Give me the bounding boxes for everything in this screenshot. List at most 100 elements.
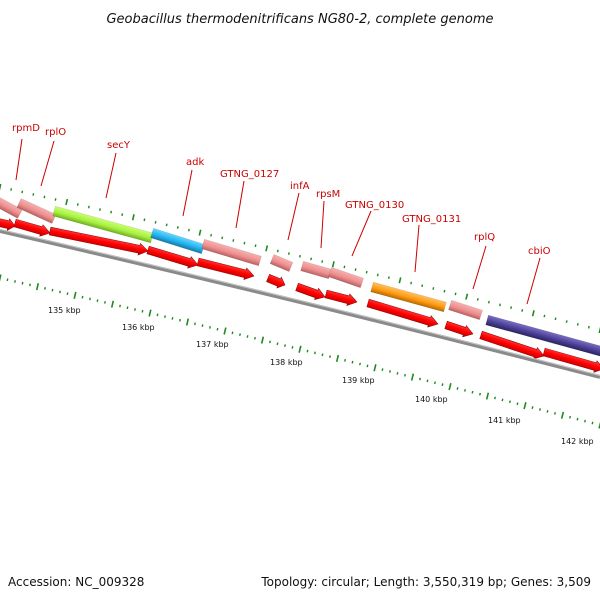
kbp-label-137: 137 kbp [196,340,229,349]
tick-mark [591,421,594,425]
tick-mark [499,303,501,307]
tick-mark [479,392,481,396]
tick-mark [306,349,309,353]
tick-mark [104,301,106,304]
kbp-label-138: 138 kbp [270,358,303,367]
gene-bar-infA [269,254,294,272]
tick-mark [143,218,146,222]
tick-mark [434,381,436,385]
kbp-label-142: 142 kbp [561,437,594,446]
tick-mark [576,322,579,326]
cds-arrow [324,289,358,306]
tick-mark [254,244,257,248]
tick-mark [443,289,446,293]
cds-arrow [196,257,255,281]
tick-mark [487,300,490,304]
tick-mark [539,408,541,411]
cds-arrow [146,245,199,269]
topology-text: Topology: circular; Length: 3,550,319 bp… [260,575,591,589]
tick-mark [432,287,435,290]
tick-mark [465,293,469,300]
gene-bar-GTNG_0130 [328,266,364,289]
outer-tick-track [0,183,600,334]
tick-mark [254,336,256,340]
tick-mark [87,205,90,209]
label-leader-line [526,257,541,305]
tick-mark [543,314,546,318]
label-leader-line [287,192,300,241]
label-leader-lines [15,138,541,305]
tick-mark [410,281,413,285]
tick-mark [194,322,196,326]
tick-mark [554,317,557,321]
tick-mark [239,333,241,337]
gene-label-secY: secY [107,140,131,151]
gene-label-GTNG_0131: GTNG_0131 [402,214,461,225]
label-leader-line [235,180,245,229]
tick-mark [54,198,57,201]
tick-mark [454,292,457,296]
gene-label-rplO: rplO [45,127,66,138]
tick-mark [223,327,227,335]
tick-mark [134,308,136,311]
cds-arrow [0,217,16,231]
tick-mark [464,388,466,392]
tick-mark [65,198,69,206]
tick-mark [299,254,301,258]
tick-mark [35,283,40,291]
tick-mark [119,304,121,308]
tick-mark [344,358,346,362]
tick-mark [366,364,369,368]
gene-bar-rpmD [0,196,23,219]
cds-arrow [479,330,545,360]
gene-label-rpmD: rpmD [12,123,40,134]
label-leader-line [414,224,420,273]
tick-mark [43,195,46,199]
kbp-label-135: 135 kbp [48,306,81,315]
tick-mark [154,220,157,224]
tick-mark [141,309,144,313]
backbone-highlight [0,229,600,376]
tick-mark [32,193,35,196]
tick-mark [560,411,565,419]
tick-mark [310,257,313,261]
tick-mark [335,354,340,363]
tick-mark [421,284,424,288]
tick-mark [331,261,335,268]
map-title: Geobacillus thermodenitrificans NG80-2, … [106,12,493,27]
gene-feature-track [0,196,600,358]
tick-mark [576,417,579,421]
tick-mark [426,379,429,383]
tick-mark [246,335,249,338]
gene-bar-GTNG_0127 [201,238,262,267]
tick-mark [210,233,213,237]
tick-mark [99,208,101,211]
tick-mark [44,287,46,290]
tick-mark [351,360,354,364]
tick-mark [0,183,2,191]
tick-mark [404,373,406,377]
tick-mark [21,190,24,194]
gene-bar-rplO [16,198,57,224]
tick-mark [314,351,316,355]
label-leader-line [40,140,55,187]
tick-mark [110,210,113,214]
cds-arrow [444,320,474,338]
tick-mark [494,396,496,400]
tick-mark [419,377,421,381]
label-leader-line [320,200,325,249]
tick-mark [546,410,549,413]
gene-bar-cbiO [485,314,600,358]
tick-mark [531,406,534,409]
gene-label-GTNG_0127: GTNG_0127 [220,169,279,180]
kbp-label-136: 136 kbp [122,323,155,332]
tick-mark [73,291,77,299]
tick-mark [516,402,519,406]
cds-arrow [48,226,149,256]
tick-mark [387,276,390,280]
tick-mark [81,295,84,299]
gene-label-cbiO: cbiO [528,246,551,257]
tick-mark [126,306,129,310]
tick-mark [554,411,556,415]
tick-mark [6,278,9,282]
